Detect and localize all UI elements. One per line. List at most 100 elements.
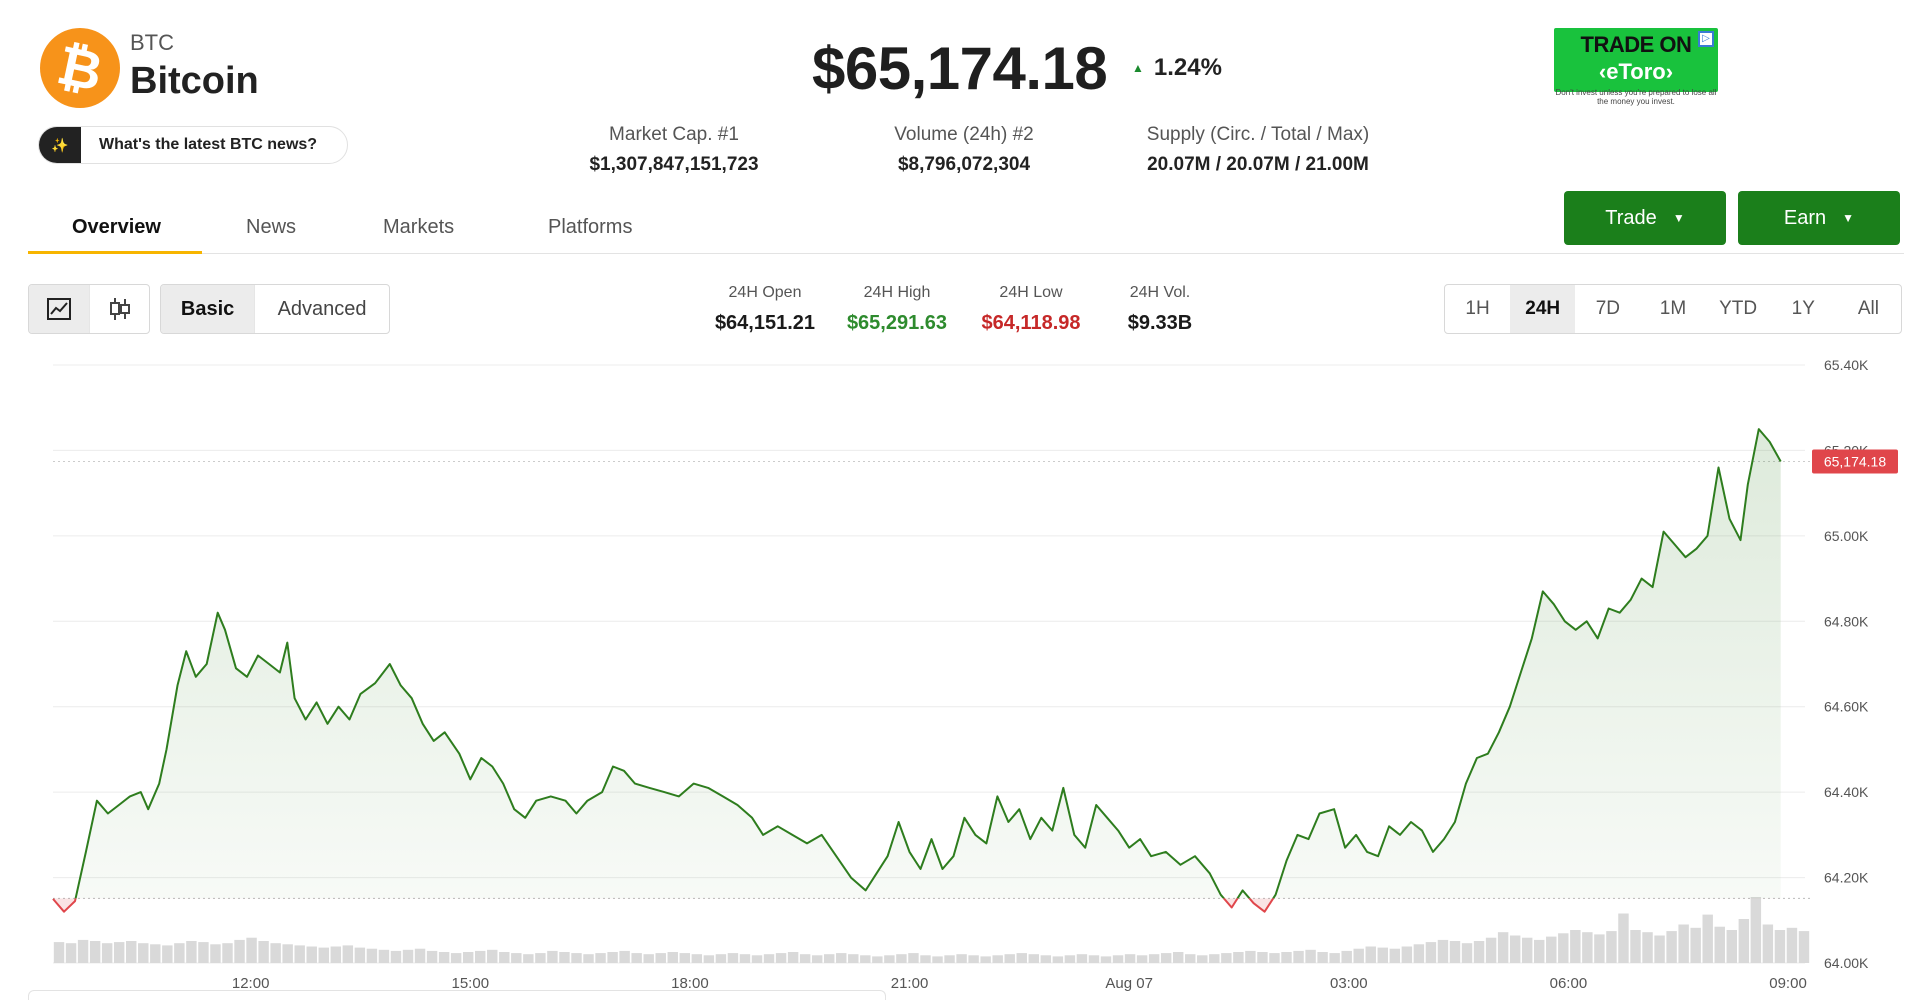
stat-value: $8,796,072,304 xyxy=(897,154,1031,175)
volume-bar xyxy=(53,942,65,963)
volume-bar xyxy=(595,953,606,963)
volume-bar xyxy=(1100,956,1112,963)
chart-navigator[interactable] xyxy=(28,990,886,1000)
price-chart[interactable]: 65.40K65.20K65.00K64.80K64.60K64.40K64.2… xyxy=(0,350,1920,1000)
tab-news[interactable]: News xyxy=(246,216,297,238)
volume-bar xyxy=(354,947,366,963)
volume-bar xyxy=(1016,953,1027,963)
volume-bar xyxy=(1341,950,1352,963)
volume-bar xyxy=(1365,946,1376,963)
tab-platforms[interactable]: Platforms xyxy=(548,216,633,238)
volume-bar xyxy=(1040,955,1052,963)
volume-bar xyxy=(1088,955,1100,963)
volume-bar xyxy=(1702,914,1713,963)
volume-bar xyxy=(1401,946,1413,963)
ad-choices-icon[interactable]: ▷ xyxy=(1698,31,1714,47)
trade-label: Trade xyxy=(1605,206,1657,229)
volume-bar xyxy=(1124,954,1136,963)
stat-value: $65,291.63 xyxy=(846,312,948,334)
volume-bar xyxy=(739,954,751,963)
volume-bar xyxy=(968,955,979,963)
chart-mode-toggle: Basic Advanced xyxy=(160,284,390,334)
volume-bar xyxy=(1185,954,1196,963)
volume-bar xyxy=(607,952,618,963)
volume-bar xyxy=(1726,930,1737,963)
line-chart-icon[interactable] xyxy=(29,285,89,333)
x-tick-label: 18:00 xyxy=(671,975,709,992)
volume-bar xyxy=(679,953,691,963)
caret-down-icon: ▼ xyxy=(1672,211,1685,225)
price-series-up xyxy=(53,428,1782,899)
volume-bar xyxy=(1630,930,1641,963)
coin-name: Bitcoin xyxy=(130,60,259,102)
volume-bar xyxy=(487,949,498,963)
price-area xyxy=(53,429,1781,912)
section-tabs: Overview News Markets Platforms xyxy=(28,202,1904,254)
volume-bar xyxy=(1606,931,1617,963)
volume-bar xyxy=(1221,953,1232,963)
tab-overview[interactable]: Overview xyxy=(72,216,161,238)
volume-bar xyxy=(1353,948,1364,963)
volume-bar xyxy=(1172,952,1184,963)
volume-bar xyxy=(1774,930,1786,963)
current-price-tag xyxy=(1812,449,1898,474)
volume-bar xyxy=(198,942,209,963)
volume-bar xyxy=(932,956,943,963)
volume-bar xyxy=(908,953,919,963)
etoro-ad[interactable]: TRADE ON ‹eToro› ▷ xyxy=(1554,28,1718,92)
volume-bar xyxy=(992,955,1003,963)
volume-bar xyxy=(330,946,342,963)
coin-symbol: BTC xyxy=(130,30,174,55)
volume-bar xyxy=(1293,950,1304,963)
y-tick-label: 64.80K xyxy=(1824,613,1869,629)
volume-bar xyxy=(799,954,811,963)
ad-line-1: TRADE ON xyxy=(1580,32,1692,57)
stat-label: Volume (24h) #2 xyxy=(894,124,1034,145)
volume-bar xyxy=(751,955,763,963)
volume-bar xyxy=(438,952,450,963)
volume-bar xyxy=(390,950,402,963)
range-1h-button[interactable]: 1H xyxy=(1465,298,1490,319)
trade-button[interactable]: Trade ▼ xyxy=(1564,191,1726,245)
volume-bar xyxy=(1461,943,1473,963)
chart-type-toggle xyxy=(28,284,150,334)
volume-bar xyxy=(559,952,570,963)
volume-bar xyxy=(210,944,221,963)
candlestick-icon[interactable] xyxy=(89,285,149,333)
volume-bar xyxy=(450,953,462,963)
volume-bar xyxy=(1148,954,1160,963)
bitcoin-logo-icon: ₿ xyxy=(40,28,120,108)
basic-mode-button[interactable]: Basic xyxy=(161,285,255,333)
active-tab-indicator xyxy=(28,251,202,254)
y-tick-label: 64.20K xyxy=(1824,870,1869,886)
stat-label: Supply (Circ. / Total / Max) xyxy=(1146,124,1370,145)
volume-bar xyxy=(691,954,703,963)
volume-bar xyxy=(282,944,293,963)
range-1m-button[interactable]: 1M xyxy=(1659,298,1687,319)
volume-bar xyxy=(1714,926,1725,963)
volume-bar xyxy=(1257,952,1268,963)
volume-24h-stat: 24H Vol. $9.33B xyxy=(1110,284,1210,335)
range-ytd-button[interactable]: YTD xyxy=(1719,298,1758,319)
y-tick-label: 65.40K xyxy=(1824,357,1869,373)
volume-bar xyxy=(89,941,101,963)
volume-bar xyxy=(222,943,233,963)
ai-news-button[interactable]: ✨ What's the latest BTC news? xyxy=(38,126,348,164)
earn-button[interactable]: Earn ▼ xyxy=(1738,191,1900,245)
volume-bar xyxy=(366,948,378,963)
volume-bar xyxy=(1738,919,1750,963)
volume-bar xyxy=(763,954,775,963)
open-24h-stat: 24H Open $64,151.21 xyxy=(700,284,830,335)
range-all-button[interactable]: All xyxy=(1857,298,1879,319)
volume-bar xyxy=(1052,956,1064,963)
range-1y-button[interactable]: 1Y xyxy=(1791,298,1815,319)
price-line xyxy=(52,428,1782,913)
sparkle-icon: ✨ xyxy=(39,127,81,163)
volume-bar xyxy=(318,947,329,963)
range-7d-button[interactable]: 7D xyxy=(1595,298,1620,319)
tab-markets[interactable]: Markets xyxy=(383,216,455,238)
range-24h-button[interactable]: 24H xyxy=(1510,285,1576,333)
advanced-mode-button[interactable]: Advanced xyxy=(254,285,389,333)
volume-bar xyxy=(65,943,77,963)
volume-bar xyxy=(523,954,534,963)
